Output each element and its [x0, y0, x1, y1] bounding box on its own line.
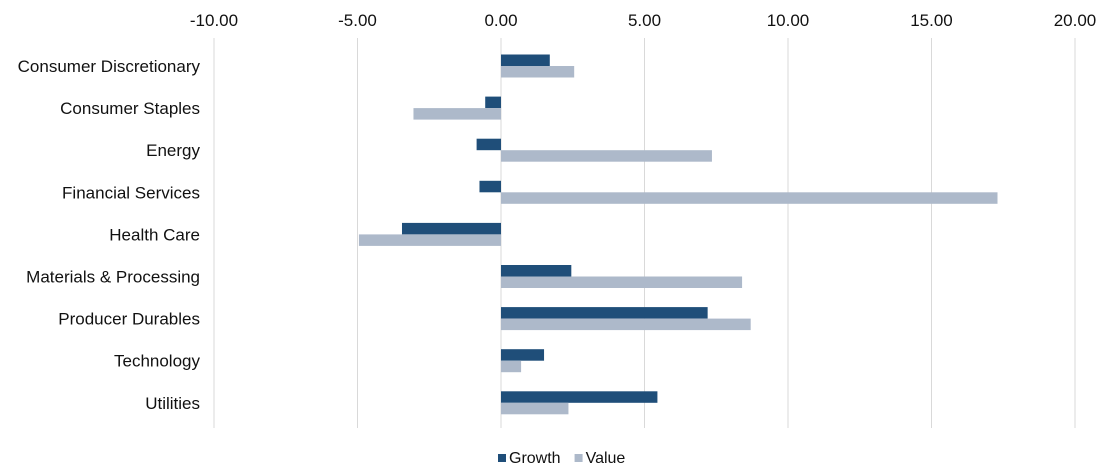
legend: Growth Value [498, 450, 625, 467]
x-tick-label: 15.00 [910, 11, 953, 30]
bar-value [413, 108, 501, 120]
category-label: Energy [146, 141, 200, 160]
bar-value [501, 402, 569, 415]
bar-value [358, 234, 501, 246]
gridlines [213, 38, 1076, 428]
x-tick-label: -10.00 [190, 11, 238, 30]
bar-growth [501, 391, 658, 403]
bar-value [501, 276, 743, 288]
legend-swatch [498, 454, 506, 462]
bar-growth [479, 180, 501, 193]
x-tick-label: -5.00 [338, 11, 377, 30]
x-tick-label: 5.00 [628, 11, 661, 30]
x-tick-label: 20.00 [1054, 11, 1097, 30]
category-label: Consumer Staples [60, 99, 200, 118]
bar-growth [485, 96, 501, 109]
bar-value [501, 318, 751, 331]
category-label: Financial Services [62, 183, 200, 202]
bar-growth [501, 307, 708, 319]
bar-growth [501, 349, 545, 361]
bar-growth [401, 222, 501, 235]
legend-swatch [574, 454, 583, 462]
x-tick-label: 0.00 [484, 11, 517, 30]
bar-growth [476, 138, 501, 151]
category-label: Technology [114, 352, 201, 371]
category-label: Utilities [145, 394, 200, 413]
bar-value [501, 192, 998, 204]
bar-value [501, 360, 522, 373]
x-axis-ticks: -10.00 -5.00 0.00 5.00 10.00 15.00 20.00 [190, 11, 1096, 30]
bar-growth [501, 54, 550, 66]
bar-value [501, 150, 712, 162]
category-label: Materials & Processing [26, 268, 200, 287]
category-labels: Consumer Discretionary Consumer Staples En… [18, 57, 201, 413]
x-tick-label: 10.00 [767, 11, 810, 30]
category-label: Producer Durables [58, 310, 200, 329]
bars [358, 54, 998, 415]
category-label: Consumer Discretionary [18, 57, 201, 76]
legend-label: Growth [509, 450, 561, 467]
bar-value [501, 66, 575, 78]
legend-label: Value [586, 450, 626, 467]
category-label: Health Care [109, 225, 200, 244]
bar-growth [501, 265, 572, 277]
